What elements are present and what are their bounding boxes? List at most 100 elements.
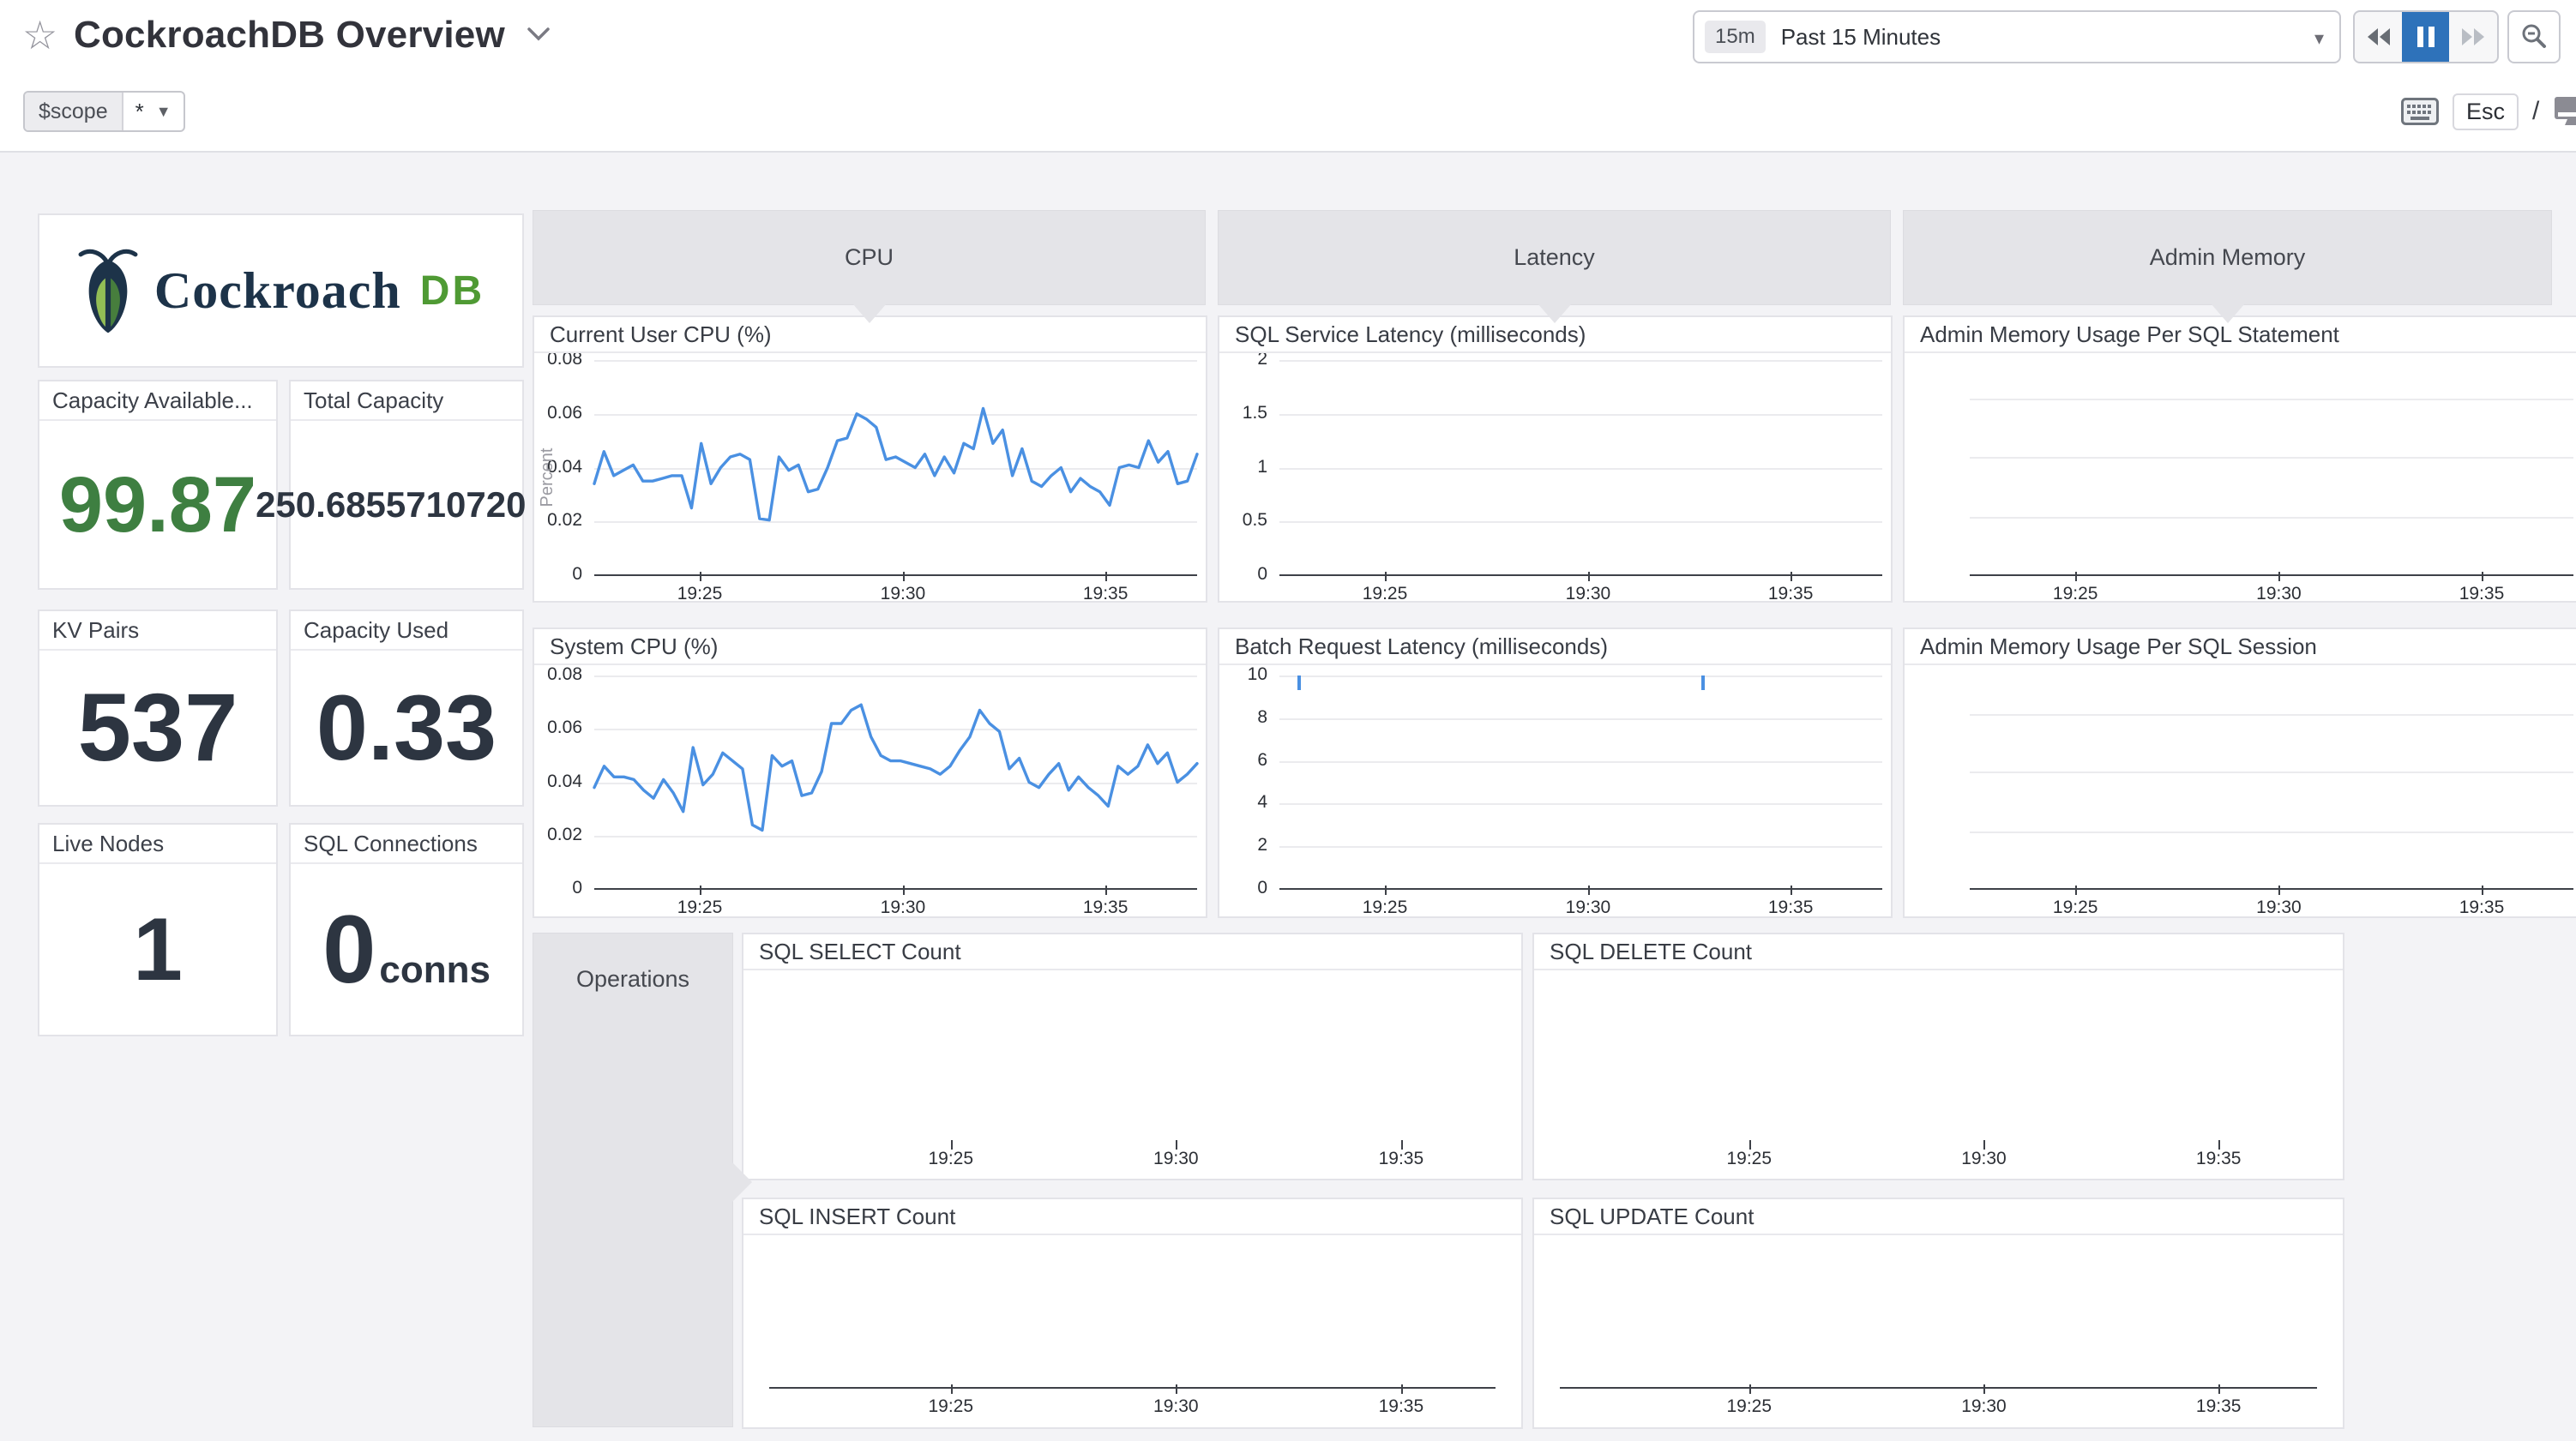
x-tick-label: 19:35: [1082, 584, 1129, 601]
stat-title: Live Nodes: [39, 825, 276, 864]
group-pointer: [2210, 303, 2245, 323]
top-bar: ☆ CockroachDB Overview 15m Past 15 Minut…: [0, 0, 2576, 153]
stat-card-total-capacity[interactable]: Total Capacity 250.6855710720 GB: [256, 380, 557, 590]
data-spike: [1297, 675, 1302, 690]
y-tick-label: 0.08: [547, 665, 582, 684]
keyboard-icon[interactable]: [2401, 98, 2439, 125]
x-axis-line: [594, 888, 1197, 890]
gridline: [594, 675, 1197, 677]
cockroachdb-logo-card[interactable]: Cockroach DB: [38, 213, 524, 368]
stat-card-live-nodes[interactable]: Live Nodes 1: [38, 823, 278, 1036]
cockroachdb-bug-icon: [78, 249, 138, 333]
chart-title: SQL DELETE Count: [1534, 934, 2343, 970]
keyboard-shortcuts-hint: Esc /: [2401, 86, 2576, 137]
forward-button[interactable]: [2449, 12, 2496, 62]
chart-panel-sql-delete-count[interactable]: SQL DELETE Count 19:25 19:30 19:35: [1532, 933, 2344, 1180]
chart-panel-batch-request-latency[interactable]: Batch Request Latency (milliseconds) 0 2 4…: [1218, 627, 1893, 918]
x-tick-label: 19:35: [1767, 584, 1814, 601]
timeseries-sql-service-latency: 0 0.5 1 1.5 2 19:25 19:30 19:35: [1219, 353, 1891, 601]
x-tick-label: 19:25: [677, 584, 723, 601]
gridline: [594, 467, 1197, 470]
gridline: [1279, 675, 1882, 677]
group-header-cpu[interactable]: CPU: [533, 210, 1206, 323]
slash-separator: /: [2532, 97, 2540, 125]
gridline: [1279, 521, 1882, 524]
stat-unit: conns: [379, 948, 491, 991]
time-range-label: Past 15 Minutes: [1780, 23, 1941, 50]
x-tick-mark: [2278, 572, 2281, 581]
esc-button[interactable]: Esc: [2453, 93, 2519, 130]
x-tick-label: 19:30: [1153, 1396, 1199, 1416]
x-tick-mark: [1983, 1140, 1986, 1150]
chart-panel-sql-update-count[interactable]: SQL UPDATE Count 19:25 19:30 19:35: [1532, 1198, 2344, 1429]
x-axis-line: [769, 1387, 1496, 1389]
gridline: [1279, 803, 1882, 806]
group-header-latency[interactable]: Latency: [1218, 210, 1891, 323]
x-tick-label: 19:30: [880, 584, 926, 601]
gridline: [1279, 467, 1882, 470]
x-tick-label: 19:30: [2256, 584, 2302, 601]
chart-panel-sql-insert-count[interactable]: SQL INSERT Count 19:25 19:30 19:35: [742, 1198, 1523, 1429]
x-tick-mark: [2075, 572, 2078, 581]
chart-panel-sql-select-count[interactable]: SQL SELECT Count 19:25 19:30 19:35: [742, 933, 1523, 1180]
chart-panel-sql-service-latency[interactable]: SQL Service Latency (milliseconds) 0 0.5 1…: [1218, 315, 1893, 603]
gridline: [1970, 517, 2573, 519]
title-dropdown-icon[interactable]: [525, 26, 552, 43]
scope-value-dropdown[interactable]: * ▼: [123, 93, 184, 130]
x-tick-mark: [1400, 1140, 1403, 1150]
y-tick-label: 0.02: [547, 510, 582, 531]
line-series: [593, 406, 1199, 522]
stat-card-capacity-used[interactable]: Capacity Used 0.33: [289, 609, 524, 807]
x-tick-label: 19:30: [1153, 1149, 1199, 1168]
x-tick-mark: [2481, 886, 2483, 895]
gridline: [594, 835, 1197, 838]
group-pointer: [852, 303, 887, 323]
y-tick-label: 4: [1257, 792, 1267, 813]
tv-mode-icon[interactable]: [2553, 95, 2576, 128]
y-tick-label: 0.04: [547, 771, 582, 791]
x-tick-mark: [2481, 572, 2483, 581]
x-tick-mark: [1791, 572, 1793, 581]
x-tick-mark: [950, 1140, 953, 1150]
timeseries-admin-memory-statement: 19:25 19:30 19:35: [1905, 353, 2576, 601]
y-tick-label: 0: [572, 878, 582, 898]
stat-value: 1: [133, 899, 183, 1000]
group-header-admin-memory[interactable]: Admin Memory: [1903, 210, 2552, 323]
chart-panel-system-cpu[interactable]: System CPU (%) 0 0.02 0.04 0.06 0.08 19:25 19:…: [533, 627, 1207, 918]
template-variable-scope[interactable]: $scope * ▼: [23, 91, 185, 132]
stat-card-sql-connections[interactable]: SQL Connections 0 conns: [289, 823, 524, 1036]
x-tick-label: 19:30: [2256, 898, 2302, 916]
group-header-operations[interactable]: Operations: [533, 933, 752, 1427]
x-tick-label: 19:25: [2052, 898, 2098, 916]
chart-panel-admin-memory-session[interactable]: Admin Memory Usage Per SQL Session 19:25…: [1903, 627, 2576, 918]
stat-value: 0: [322, 895, 376, 1003]
rewind-button[interactable]: [2355, 12, 2402, 62]
chart-panel-current-user-cpu[interactable]: Current User CPU (%) 0 0.02 0.04 0.06 0.08 Pe…: [533, 315, 1207, 603]
zoom-out-button[interactable]: [2507, 10, 2561, 63]
logo-wordmark: Cockroach: [153, 261, 401, 319]
group-label: Admin Memory: [2149, 244, 2306, 270]
x-tick-mark: [1385, 886, 1387, 895]
gridline: [1970, 831, 2573, 833]
x-tick-label: 19:25: [677, 898, 723, 916]
x-tick-label: 19:25: [1362, 898, 1408, 916]
chart-panel-admin-memory-statement[interactable]: Admin Memory Usage Per SQL Statement 19:…: [1903, 315, 2576, 603]
x-tick-mark: [1791, 886, 1793, 895]
gridline: [594, 729, 1197, 731]
gridline: [1970, 399, 2573, 401]
stat-title: Capacity Available...: [39, 381, 276, 421]
pause-button[interactable]: [2402, 12, 2449, 62]
y-tick-label: 0.06: [547, 402, 582, 423]
favorite-star-icon[interactable]: ☆: [22, 13, 58, 57]
stat-card-capacity-available[interactable]: Capacity Available... 99.87: [38, 380, 278, 590]
y-tick-label: 1: [1257, 456, 1267, 477]
x-tick-mark: [902, 572, 905, 581]
chart-title: Batch Request Latency (milliseconds): [1219, 629, 1891, 665]
time-range-selector[interactable]: 15m Past 15 Minutes ▾: [1693, 10, 2341, 63]
rewind-icon: [2367, 28, 2390, 45]
timeseries-sql-delete-count: 19:25 19:30 19:35: [1534, 970, 2343, 1179]
x-axis-line: [1560, 1387, 2317, 1389]
chevron-down-icon: ▼: [155, 102, 172, 120]
stat-card-kv-pairs[interactable]: KV Pairs 537: [38, 609, 278, 807]
scope-variable-name: $scope: [25, 93, 123, 130]
